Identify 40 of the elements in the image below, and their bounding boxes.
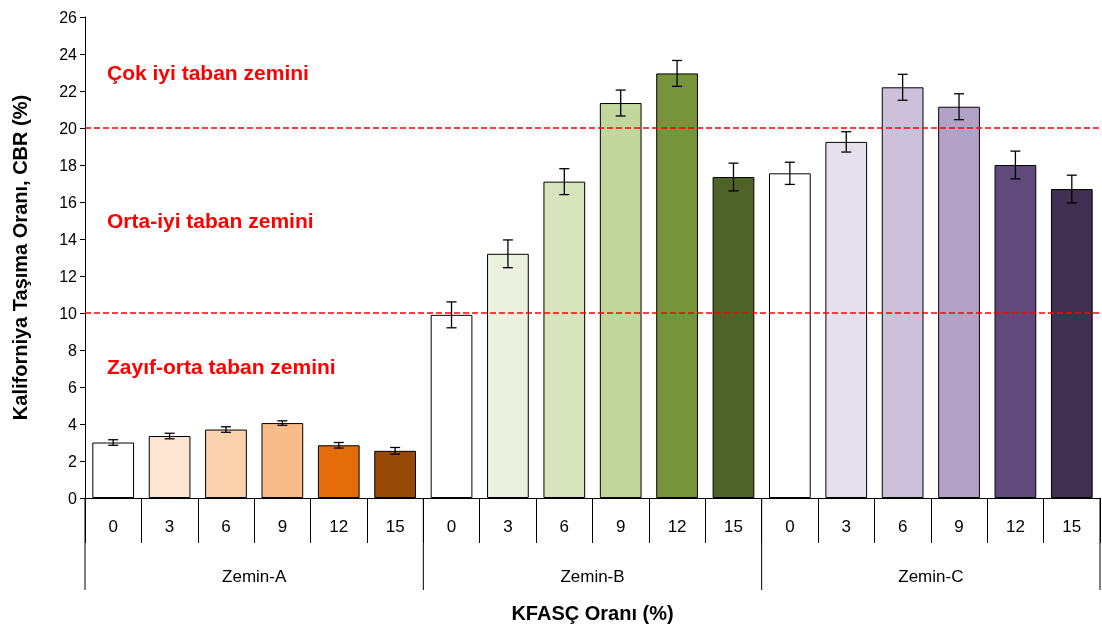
annotation: Çok iyi taban zemini <box>107 61 309 84</box>
x-tick-label: 9 <box>615 517 626 536</box>
text: Zemin-C <box>898 566 964 586</box>
annotation: Orta-iyi taban zemini <box>107 209 314 232</box>
x-tick-label: 15 <box>385 517 405 536</box>
x-tick-label: 3 <box>164 517 175 536</box>
x-tick-label: 6 <box>559 517 570 536</box>
y-tick-label: 0 <box>68 489 78 507</box>
y-tick-label: 4 <box>68 415 78 433</box>
x-tick-label: 15 <box>724 517 743 536</box>
x-axis-title: KFASÇ Oranı (%) <box>511 602 674 624</box>
y-tick-label: 14 <box>59 230 78 248</box>
annotation: Zayıf-orta taban zemini <box>107 355 336 379</box>
y-tick-label: 22 <box>59 82 78 100</box>
y-tick-label: 24 <box>59 45 78 63</box>
y-tick-label: 2 <box>68 452 78 470</box>
x-tick-label: 3 <box>841 517 851 536</box>
x-tick-label: 0 <box>108 517 118 536</box>
y-tick-label: 20 <box>59 119 78 137</box>
text: Zemin-A <box>222 566 287 586</box>
x-tick-label: 0 <box>446 517 457 536</box>
y-tick-label: 10 <box>59 304 78 322</box>
y-tick-label: 26 <box>59 8 78 26</box>
x-tick-label: 0 <box>785 517 795 536</box>
y-tick-label: 6 <box>68 378 78 396</box>
y-tick-label: 12 <box>59 267 78 285</box>
text: Zemin-B <box>560 566 625 586</box>
y-tick-label: 18 <box>59 156 78 174</box>
x-tick-label: 12 <box>1005 517 1025 536</box>
y-tick-label: 16 <box>59 193 78 211</box>
x-tick-label: 12 <box>667 517 687 536</box>
x-tick-label: 3 <box>503 517 513 536</box>
y-tick-label: 8 <box>68 341 78 359</box>
x-tick-label: 12 <box>329 517 349 536</box>
x-tick-label: 6 <box>221 517 231 536</box>
x-tick-label: 9 <box>277 517 288 536</box>
x-tick-label: 15 <box>1062 517 1082 536</box>
x-tick-label: 6 <box>897 517 908 536</box>
y-axis-title: Kaliforniya Taşıma Oranı, CBR (%) <box>9 94 31 421</box>
x-tick-label: 9 <box>954 517 964 536</box>
